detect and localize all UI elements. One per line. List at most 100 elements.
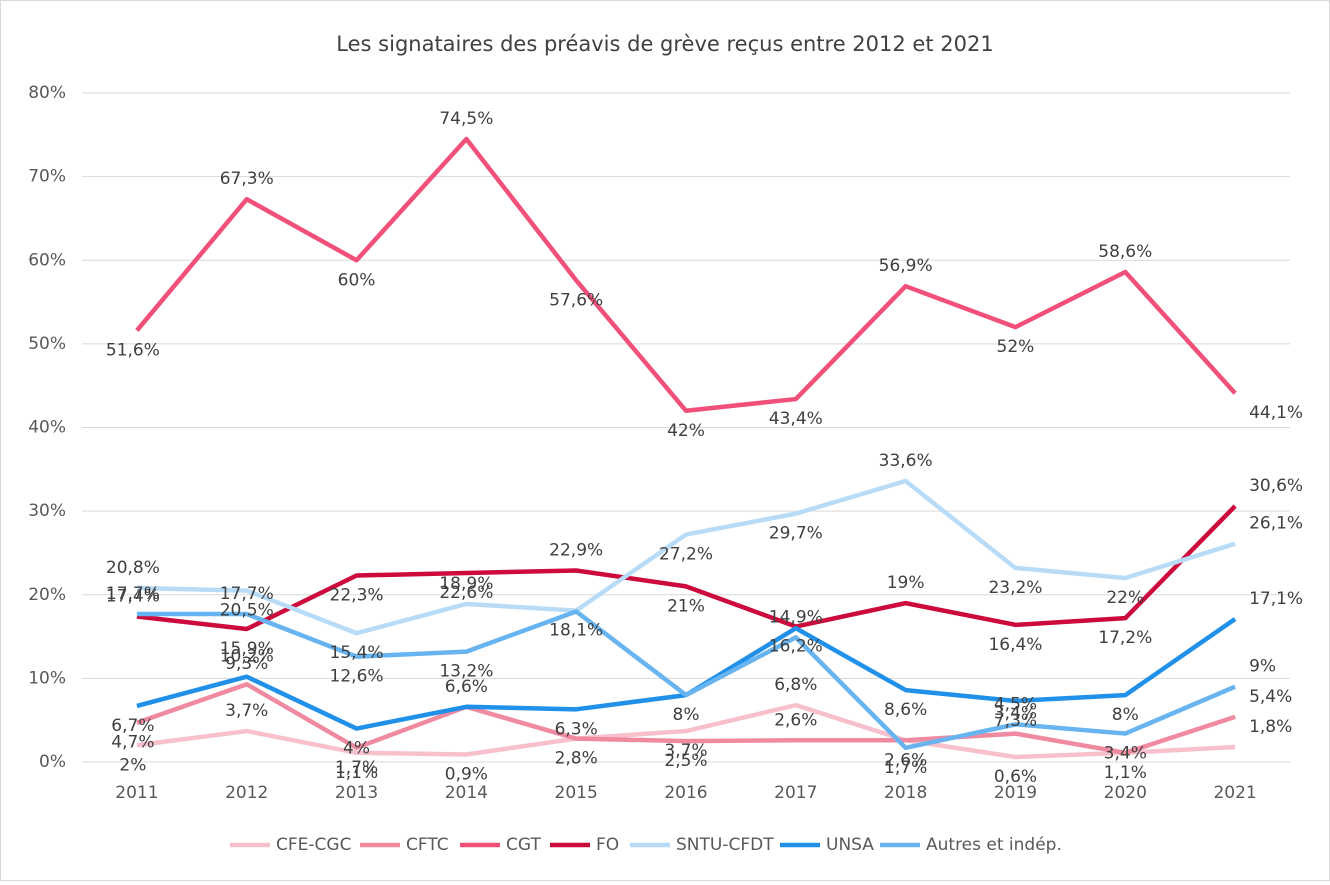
data-label: 9% — [1249, 657, 1276, 677]
series-line — [136, 702, 1236, 760]
data-label: 1,8% — [1249, 717, 1292, 737]
data-label: 44,1% — [1249, 403, 1303, 423]
data-label: 3,4% — [1104, 744, 1147, 764]
y-tick-label: 20% — [28, 585, 66, 605]
y-tick-label: 50% — [28, 334, 66, 354]
y-tick-label: 80% — [28, 83, 66, 103]
data-label: 1,7% — [884, 758, 927, 778]
data-label: 51,6% — [106, 340, 160, 360]
data-label: 7,3% — [994, 711, 1037, 731]
series-line — [136, 681, 1236, 756]
data-label: 23,2% — [988, 578, 1042, 598]
data-label: 30,6% — [1249, 476, 1303, 496]
data-label: 1,1% — [1104, 763, 1147, 783]
data-label: 4,5% — [994, 694, 1037, 714]
data-label: 17,7% — [220, 584, 274, 604]
data-label: 2% — [119, 755, 146, 775]
y-tick-label: 30% — [28, 501, 66, 521]
data-label: 60% — [338, 270, 376, 290]
legend-label: CFTC — [406, 835, 449, 855]
x-tick-label: 2016 — [664, 783, 707, 803]
data-label: 17,1% — [1249, 589, 1303, 609]
y-tick-label: 70% — [28, 167, 66, 187]
data-label: 3,7% — [225, 701, 268, 721]
data-label: 22,9% — [549, 540, 603, 560]
data-label: 22,6% — [439, 583, 493, 603]
data-label: 27,2% — [659, 545, 713, 565]
data-label: 6,6% — [445, 677, 488, 697]
data-label: 6,7% — [111, 716, 154, 736]
data-label: 18,9% — [439, 574, 493, 594]
data-label: 26,1% — [1249, 514, 1303, 534]
legend-label: SNTU-CFDT — [676, 835, 774, 855]
data-label: 6,8% — [774, 675, 817, 695]
data-label: 9,3% — [225, 654, 268, 674]
legend-label: FO — [596, 835, 619, 855]
series-line — [136, 504, 1237, 632]
data-label: 58,6% — [1098, 242, 1152, 262]
data-label: 33,6% — [879, 451, 933, 471]
data-label: 29,7% — [769, 524, 823, 544]
x-tick-label: 2012 — [225, 783, 268, 803]
chart-title: Les signataires des préavis de grève reç… — [336, 32, 993, 56]
data-label: 2,8% — [555, 749, 598, 769]
legend-label: Autres et indép. — [926, 835, 1062, 855]
data-label: 6,3% — [555, 719, 598, 739]
data-label: 2,5% — [664, 751, 707, 771]
data-label: 13,2% — [439, 662, 493, 682]
data-label: 16,4% — [988, 635, 1042, 655]
data-label: 4,7% — [111, 733, 154, 753]
data-label: 1,1% — [335, 763, 378, 783]
data-label: 4% — [343, 739, 370, 759]
data-label: 8% — [1112, 705, 1139, 725]
data-label: 43,4% — [769, 409, 823, 429]
data-label: 16,2% — [769, 637, 823, 657]
data-label: 2,6% — [774, 710, 817, 730]
data-label: 17,4% — [106, 586, 160, 606]
data-label: 0,9% — [445, 764, 488, 784]
y-tick-label: 40% — [28, 418, 66, 438]
data-label: 8,6% — [884, 700, 927, 720]
data-label: 17,2% — [1098, 628, 1152, 648]
data-label: 8% — [673, 705, 700, 725]
data-label: 3,7% — [664, 741, 707, 761]
data-label: 52% — [997, 337, 1035, 357]
legend-label: UNSA — [826, 835, 874, 855]
x-tick-label: 2011 — [115, 783, 158, 803]
data-label: 57,6% — [549, 290, 603, 310]
data-label: 2,6% — [884, 750, 927, 770]
data-label: 3,4% — [994, 704, 1037, 724]
data-label: 56,9% — [879, 256, 933, 276]
legend-label: CGT — [506, 835, 541, 855]
data-label: 5,4% — [1249, 687, 1292, 707]
data-label: 12,6% — [330, 667, 384, 687]
data-label: 67,3% — [220, 169, 274, 189]
data-label: 18,1% — [549, 621, 603, 641]
data-label: 21% — [667, 596, 705, 616]
data-label: 20,5% — [220, 601, 274, 621]
x-tick-label: 2015 — [555, 783, 598, 803]
x-tick-label: 2014 — [445, 783, 488, 803]
data-label: 22% — [1106, 588, 1144, 608]
data-label: 74,5% — [439, 109, 493, 129]
data-label: 20,8% — [106, 558, 160, 578]
legend-label: CFE-CGC — [276, 835, 351, 855]
x-tick-label: 2021 — [1213, 783, 1256, 803]
data-label: 14,9% — [769, 607, 823, 627]
y-tick-label: 0% — [39, 752, 66, 772]
data-label: 15,9% — [220, 639, 274, 659]
series-line — [135, 136, 1237, 414]
data-label: 1,7% — [335, 758, 378, 778]
series-line — [136, 478, 1236, 636]
y-tick-label: 10% — [28, 668, 66, 688]
x-tick-label: 2019 — [994, 783, 1037, 803]
y-tick-label: 60% — [28, 250, 66, 270]
data-label: 19% — [887, 573, 925, 593]
data-label: 10,2% — [220, 647, 274, 667]
data-label: 42% — [667, 421, 705, 441]
x-tick-label: 2018 — [884, 783, 927, 803]
data-label: 15,4% — [330, 643, 384, 663]
data-label: 17,7% — [106, 584, 160, 604]
